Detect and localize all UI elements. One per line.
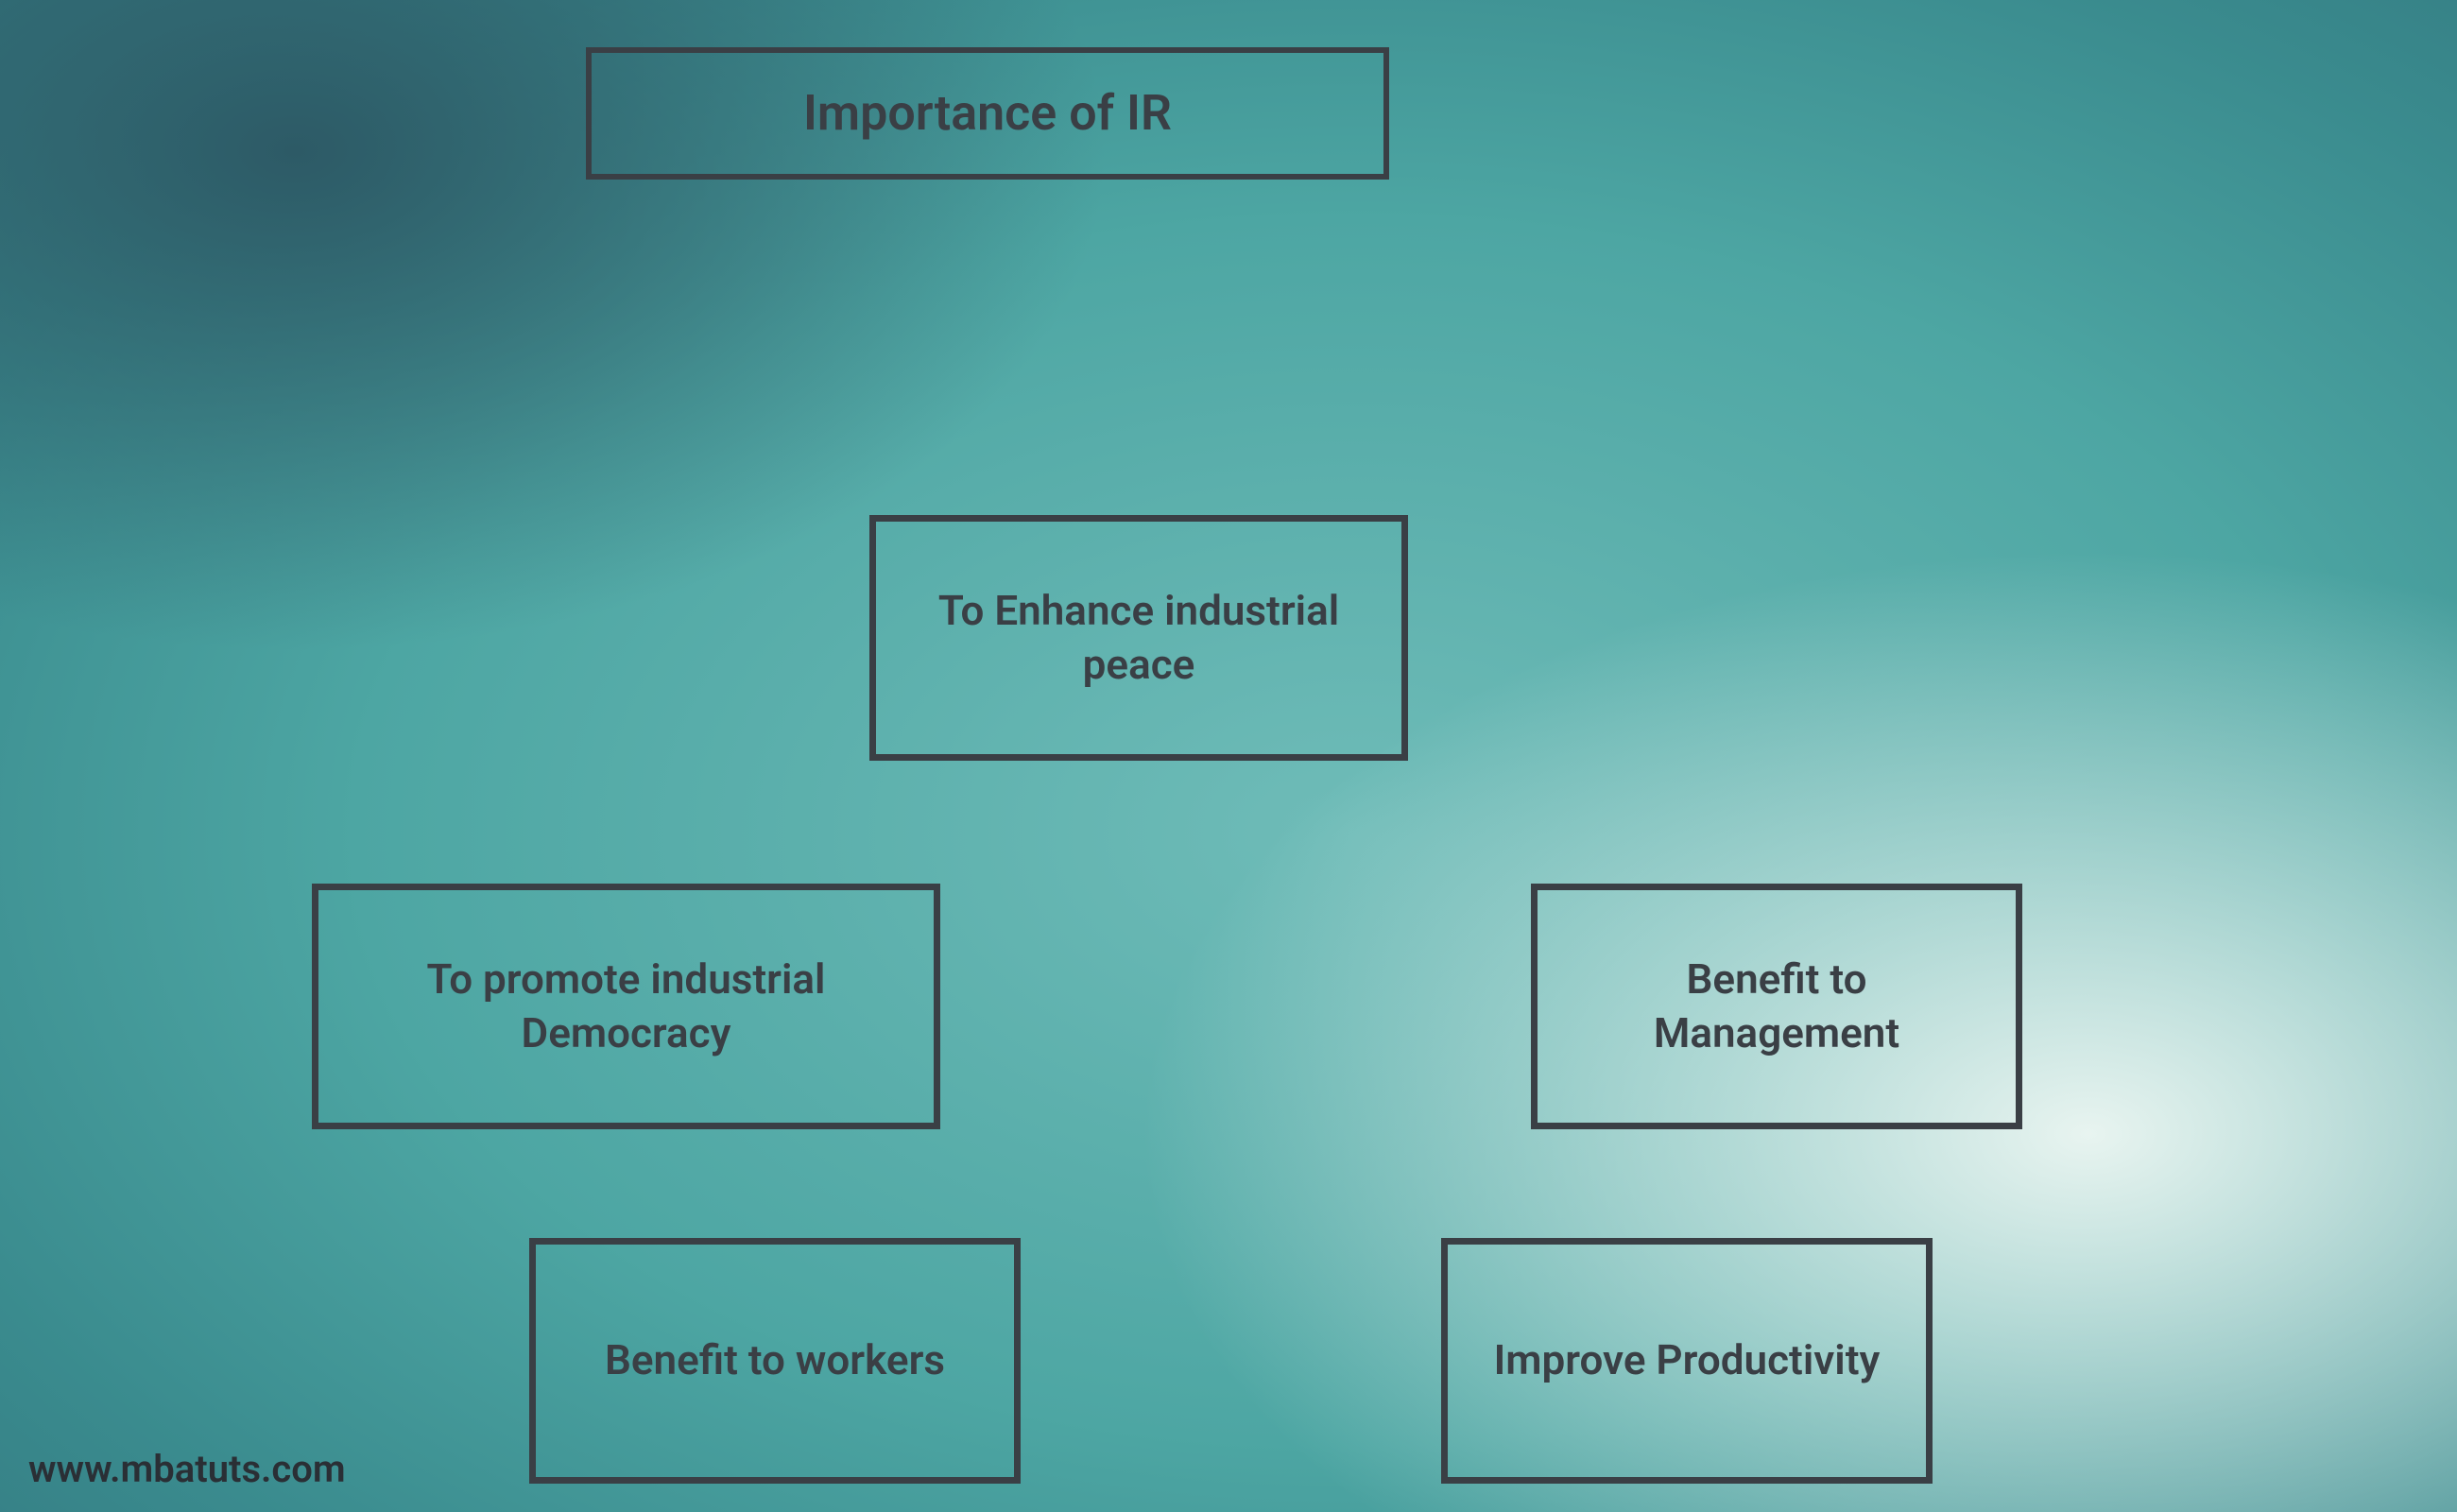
- node-benefit-workers: Benefit to workers: [529, 1238, 1021, 1484]
- node-label: To Enhance industrial peace: [904, 584, 1373, 692]
- node-improve-productivity: Improve Productivity: [1441, 1238, 1933, 1484]
- node-label: Benefit to Management: [1566, 953, 1987, 1060]
- footer-text: www.mbatuts.com: [28, 1447, 346, 1491]
- node-label: Benefit to workers: [605, 1333, 945, 1387]
- diagram-canvas: Importance of IR To Enhance industrial p…: [0, 0, 2457, 1512]
- footer-url: www.mbatuts.com: [28, 1447, 346, 1491]
- node-industrial-democracy: To promote industrial Democracy: [312, 884, 940, 1129]
- node-label: Improve Productivity: [1494, 1333, 1881, 1387]
- node-industrial-peace: To Enhance industrial peace: [869, 515, 1408, 761]
- node-label: To promote industrial Democracy: [347, 953, 905, 1060]
- title-text: Importance of IR: [803, 81, 1172, 146]
- title-box: Importance of IR: [586, 47, 1389, 180]
- node-benefit-management: Benefit to Management: [1531, 884, 2022, 1129]
